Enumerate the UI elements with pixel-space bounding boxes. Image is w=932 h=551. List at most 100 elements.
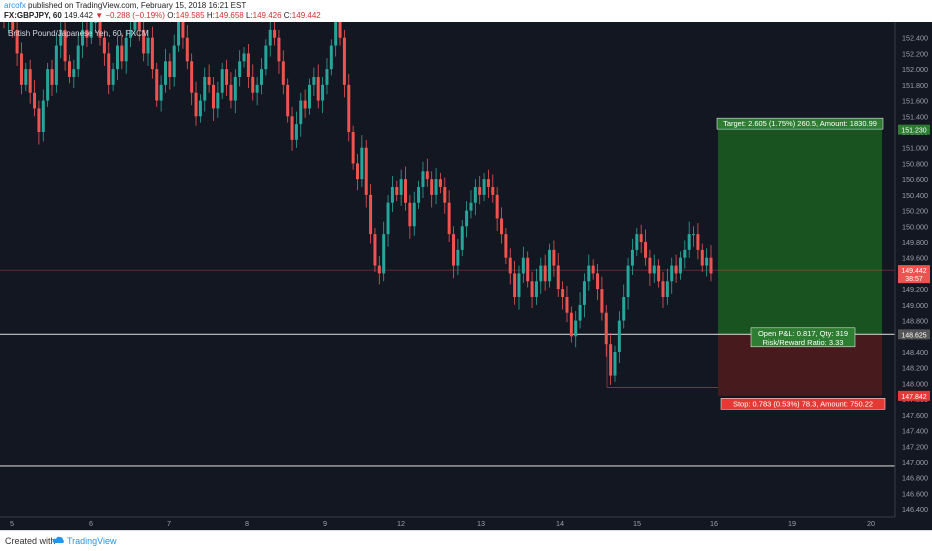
price-tick-label: 149.800	[902, 238, 928, 247]
candle	[33, 80, 37, 117]
candle-body	[76, 45, 80, 70]
price-tick-label: 151.000	[902, 144, 928, 153]
price-tick-label: 151.600	[902, 97, 928, 106]
candle-body	[190, 61, 194, 93]
candle	[7, 22, 9, 33]
candle-body	[486, 179, 490, 187]
last-price: 149.442	[64, 11, 93, 20]
price-tick-label: 147.200	[902, 442, 928, 451]
candle-body	[382, 234, 386, 274]
candle	[67, 55, 71, 84]
price-tick-label: 147.000	[902, 458, 928, 467]
candle	[609, 333, 613, 385]
candle	[504, 227, 508, 264]
price-tick-label: 150.400	[902, 191, 928, 200]
candle-body	[268, 29, 272, 46]
candle-body	[98, 22, 102, 38]
candle	[360, 135, 364, 187]
candle-body	[54, 45, 58, 85]
candle-body	[299, 100, 303, 125]
candle	[456, 238, 460, 275]
candle	[273, 22, 277, 46]
candle	[194, 81, 198, 126]
candle	[303, 89, 307, 118]
candle	[242, 47, 246, 68]
candle-body	[181, 22, 185, 38]
candle-body	[207, 77, 211, 85]
candle-body	[390, 187, 394, 203]
candle-body	[338, 22, 342, 38]
candle	[705, 248, 709, 277]
candle	[63, 22, 67, 71]
candle	[316, 64, 320, 109]
candle-body	[622, 297, 626, 321]
candle-body	[696, 234, 700, 250]
candle	[142, 22, 146, 62]
candle	[102, 29, 106, 66]
candle-body	[15, 29, 19, 54]
candle-body	[303, 100, 307, 109]
candle	[447, 190, 451, 242]
candle-body	[395, 187, 399, 195]
chart-legend: British Pound/Japanese Yen, 60, FXCM	[8, 29, 149, 38]
candle	[334, 22, 338, 57]
candle	[19, 42, 23, 95]
candle	[24, 62, 28, 92]
candle-body	[72, 69, 76, 77]
candle-body	[133, 22, 137, 30]
candle	[543, 254, 547, 291]
chart-canvas[interactable]: 152.400 152.200 152.000 151.800 151.600 151.4…	[0, 22, 932, 530]
candle-body	[412, 202, 416, 227]
candle	[382, 221, 386, 282]
candle-body	[107, 53, 111, 85]
price-chart[interactable]: 152.400 152.200 152.000 151.800 151.600 151.4…	[0, 22, 932, 530]
candle-body	[364, 147, 368, 195]
candle-body	[168, 61, 172, 77]
candle-body	[421, 171, 425, 187]
candle-body	[89, 22, 93, 38]
candle-body	[233, 77, 237, 101]
candle	[386, 194, 390, 247]
candle-body	[347, 84, 351, 132]
pnl-label-text: Open P&L: 0.817, Qty: 319	[758, 329, 848, 338]
author-link[interactable]: arcofx	[4, 1, 26, 10]
candle	[321, 77, 325, 114]
candle	[604, 304, 608, 357]
candle	[338, 22, 342, 46]
candle	[294, 111, 298, 148]
candle-body	[185, 37, 189, 62]
candle	[377, 256, 381, 285]
candle-body	[408, 202, 412, 227]
candle	[478, 176, 482, 205]
candle	[696, 223, 700, 260]
candle	[155, 62, 159, 107]
candle	[203, 67, 207, 112]
time-tick-label: 19	[788, 519, 796, 528]
candle-body	[495, 194, 499, 219]
candle-body	[177, 22, 181, 46]
candle	[408, 194, 412, 239]
candle	[211, 77, 215, 121]
candle-body	[377, 265, 381, 274]
low-label: L:	[245, 11, 253, 20]
price-badge	[898, 329, 930, 340]
candle	[521, 246, 525, 283]
price-badge	[898, 273, 930, 284]
time-tick-label: 7	[167, 519, 171, 528]
candle	[600, 276, 604, 321]
candle	[517, 265, 521, 310]
candle-body	[504, 234, 508, 258]
candle-body	[692, 234, 696, 236]
open-value: 149.585	[175, 11, 205, 20]
candle-body	[430, 179, 434, 195]
time-tick-label: 9	[323, 519, 327, 528]
candle	[137, 22, 141, 41]
tradingview-link[interactable]: TradingView	[67, 536, 117, 546]
price-tick-label: 148.000	[902, 379, 928, 388]
time-tick-label: 20	[867, 519, 875, 528]
candle	[692, 226, 696, 247]
candle-body	[635, 234, 639, 250]
candle	[364, 139, 368, 208]
candle-body	[242, 53, 246, 62]
price-tick-label: 150.600	[902, 175, 928, 184]
